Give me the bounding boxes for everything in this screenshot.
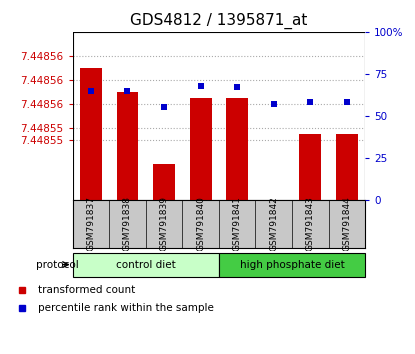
- Title: GDS4812 / 1395871_at: GDS4812 / 1395871_at: [130, 13, 308, 29]
- Text: protocol: protocol: [36, 259, 79, 270]
- Text: transformed count: transformed count: [38, 285, 135, 295]
- Text: GSM791840: GSM791840: [196, 196, 205, 251]
- Text: GSM791842: GSM791842: [269, 196, 278, 251]
- FancyBboxPatch shape: [219, 253, 365, 276]
- Text: GSM791838: GSM791838: [123, 196, 132, 251]
- Text: GSM791837: GSM791837: [86, 196, 95, 251]
- Bar: [117, 92, 139, 200]
- Text: GSM791844: GSM791844: [342, 196, 352, 251]
- Text: percentile rank within the sample: percentile rank within the sample: [38, 303, 214, 313]
- Bar: [80, 68, 102, 200]
- FancyBboxPatch shape: [73, 253, 219, 276]
- Text: high phosphate diet: high phosphate diet: [240, 259, 344, 270]
- Bar: [263, 200, 285, 224]
- Bar: [190, 98, 212, 200]
- Bar: [299, 134, 321, 200]
- Bar: [153, 164, 175, 200]
- Text: GSM791841: GSM791841: [233, 196, 242, 251]
- Text: control diet: control diet: [116, 259, 176, 270]
- Bar: [336, 134, 358, 200]
- Bar: [226, 98, 248, 200]
- Text: GSM791839: GSM791839: [159, 196, 168, 251]
- Text: GSM791843: GSM791843: [306, 196, 315, 251]
